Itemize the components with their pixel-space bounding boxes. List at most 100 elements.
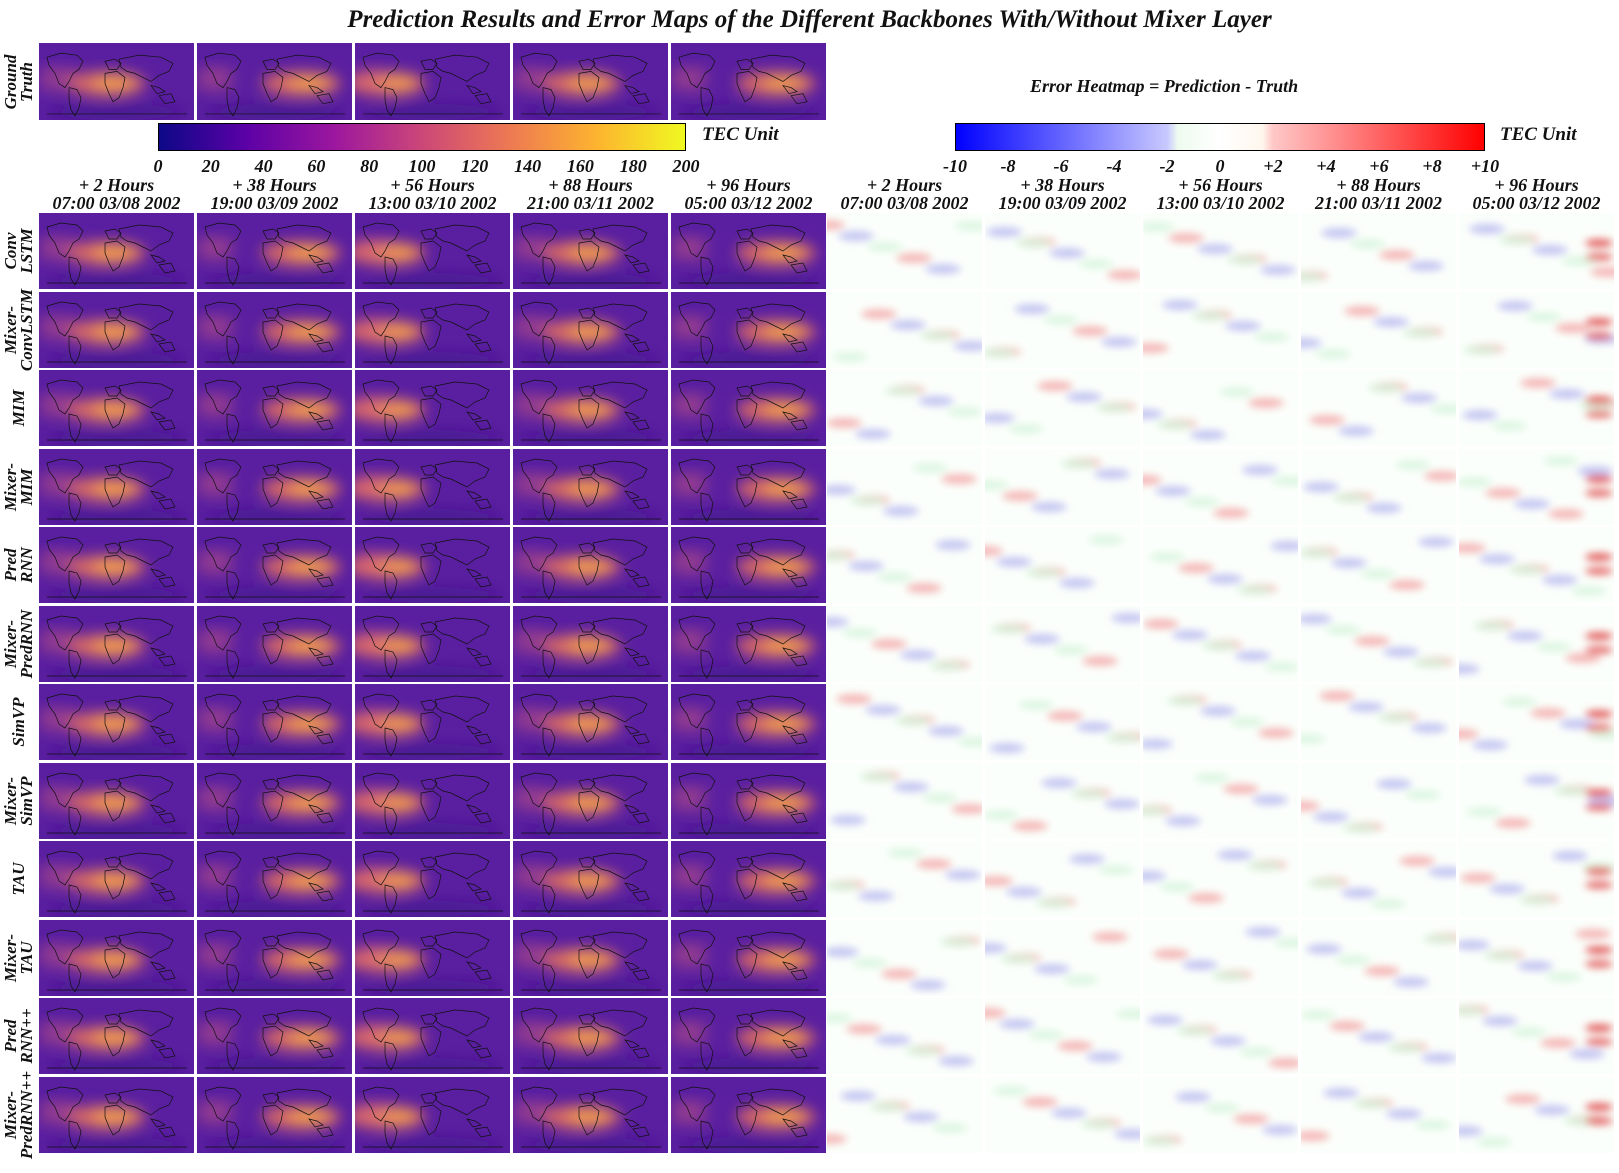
error-heatmap-tile: [827, 448, 982, 525]
error-heatmap-tile: [1459, 762, 1614, 839]
model-name-line: MIM: [17, 468, 36, 505]
prediction-tile: [513, 762, 668, 839]
prediction-tile: [39, 370, 194, 446]
model-row-label: Mixer- TAU: [1, 933, 36, 981]
error-heatmap-tile: [985, 370, 1140, 446]
column-date: 13:00 03/10 2002: [1156, 193, 1285, 213]
prediction-tile: [197, 1076, 352, 1153]
error-colorbar-unit: TEC Unit: [1500, 124, 1577, 145]
prediction-tile: [355, 291, 510, 368]
model-row-label: MIM: [9, 390, 28, 427]
prediction-tile: [513, 527, 668, 603]
prediction-tile: [355, 213, 510, 289]
column-date: 07:00 03/08 2002: [52, 193, 181, 213]
prediction-tile: [39, 1076, 194, 1153]
error-heatmap-tile: [1459, 605, 1614, 682]
tec-colorbar-tick-label: 20: [201, 156, 220, 176]
model-row-label: Pred RNN: [1, 547, 36, 583]
error-colorbar-tick-label: +6: [1369, 156, 1389, 176]
prediction-tile: [197, 448, 352, 525]
prediction-tile: [513, 605, 668, 682]
column-lead-time: + 2 Hours: [78, 175, 155, 195]
error-heatmap-tile: [1459, 370, 1614, 446]
prediction-tile: [513, 684, 668, 760]
error-heatmap-tile: [827, 370, 982, 446]
model-row-label: Mixer- SimVP: [1, 775, 36, 826]
error-heatmap-tile: [827, 684, 982, 760]
error-column-header: + 56 Hours 13:00 03/10 2002: [1157, 176, 1285, 212]
ground-truth-tile: [671, 43, 826, 120]
model-row-label: Pred RNN++: [1, 1008, 36, 1063]
prediction-tile: [39, 448, 194, 525]
model-row-label: Mixer- ConvLSTM: [1, 288, 36, 370]
prediction-tile: [39, 213, 194, 289]
prediction-tile: [671, 684, 826, 760]
column-lead-time: + 96 Hours: [1494, 175, 1579, 195]
prediction-column-header: + 56 Hours 13:00 03/10 2002: [369, 176, 497, 212]
prediction-tile: [355, 448, 510, 525]
error-heatmap-tile: [827, 291, 982, 368]
column-date: 21:00 03/11 2002: [1314, 193, 1443, 213]
prediction-tile: [355, 527, 510, 603]
error-heatmap-tile: [827, 919, 982, 996]
prediction-tile: [39, 762, 194, 839]
prediction-tile: [513, 1076, 668, 1153]
model-name-line: PredRNN++: [17, 1070, 36, 1159]
prediction-tile: [671, 370, 826, 446]
prediction-tile: [355, 919, 510, 996]
model-name-line: TAU: [17, 940, 36, 975]
prediction-tile: [671, 291, 826, 368]
error-colorbar-tick-label: 0: [1215, 156, 1225, 176]
tec-colorbar-tick-label: 60: [307, 156, 326, 176]
column-date: 13:00 03/10 2002: [368, 193, 497, 213]
prediction-tile: [39, 291, 194, 368]
error-column-header: + 38 Hours 19:00 03/09 2002: [999, 176, 1127, 212]
tec-colorbar-tick-label: 0: [153, 156, 163, 176]
error-heatmap-tile: [827, 1076, 982, 1153]
prediction-tile: [513, 213, 668, 289]
error-heatmap-tile: [985, 291, 1140, 368]
prediction-tile: [39, 684, 194, 760]
error-heatmap-tile: [1459, 684, 1614, 760]
tec-colorbar-tick-label: 200: [672, 156, 700, 176]
prediction-column-header: + 38 Hours 19:00 03/09 2002: [211, 176, 339, 212]
column-lead-time: + 88 Hours: [548, 175, 633, 195]
tec-colorbar-tick-label: 80: [360, 156, 379, 176]
prediction-tile: [39, 919, 194, 996]
prediction-tile: [197, 684, 352, 760]
error-heatmap-tile: [827, 841, 982, 917]
tec-colorbar-tick-label: 100: [408, 156, 436, 176]
model-row-label: Mixer- PredRNN++: [1, 1070, 36, 1159]
prediction-tile: [355, 841, 510, 917]
column-date: 07:00 03/08 2002: [840, 193, 969, 213]
column-date: 19:00 03/09 2002: [210, 193, 339, 213]
error-heatmap-tile: [1143, 527, 1298, 603]
error-heatmap-tile: [1143, 291, 1298, 368]
model-name-line: RNN: [17, 547, 36, 583]
model-name-line: LSTM: [17, 228, 36, 274]
prediction-tile: [513, 998, 668, 1074]
tec-colorbar-tick-label: 160: [566, 156, 594, 176]
error-heatmap-tile: [1301, 291, 1456, 368]
prediction-column-header: + 88 Hours 21:00 03/11 2002: [527, 176, 654, 212]
error-colorbar-tick-label: -2: [1159, 156, 1175, 176]
prediction-tile: [197, 919, 352, 996]
prediction-tile: [671, 998, 826, 1074]
error-heatmap-tile: [1143, 762, 1298, 839]
prediction-tile: [513, 448, 668, 525]
ground-truth-label: Ground Truth: [1, 54, 36, 109]
model-name-line: TAU: [9, 862, 28, 896]
prediction-tile: [39, 527, 194, 603]
column-date: 05:00 03/12 2002: [684, 193, 813, 213]
prediction-tile: [355, 998, 510, 1074]
column-lead-time: + 38 Hours: [1020, 175, 1105, 195]
error-heatmap-tile: [985, 998, 1140, 1074]
model-name-line: SimVP: [17, 775, 36, 826]
model-row-label: SimVP: [9, 697, 28, 746]
error-colorbar-tick-label: -10: [943, 156, 967, 176]
column-lead-time: + 56 Hours: [390, 175, 475, 195]
error-heatmap-tile: [1301, 762, 1456, 839]
column-date: 05:00 03/12 2002: [1472, 193, 1601, 213]
ground-truth-tile: [39, 43, 194, 120]
prediction-tile: [355, 1076, 510, 1153]
